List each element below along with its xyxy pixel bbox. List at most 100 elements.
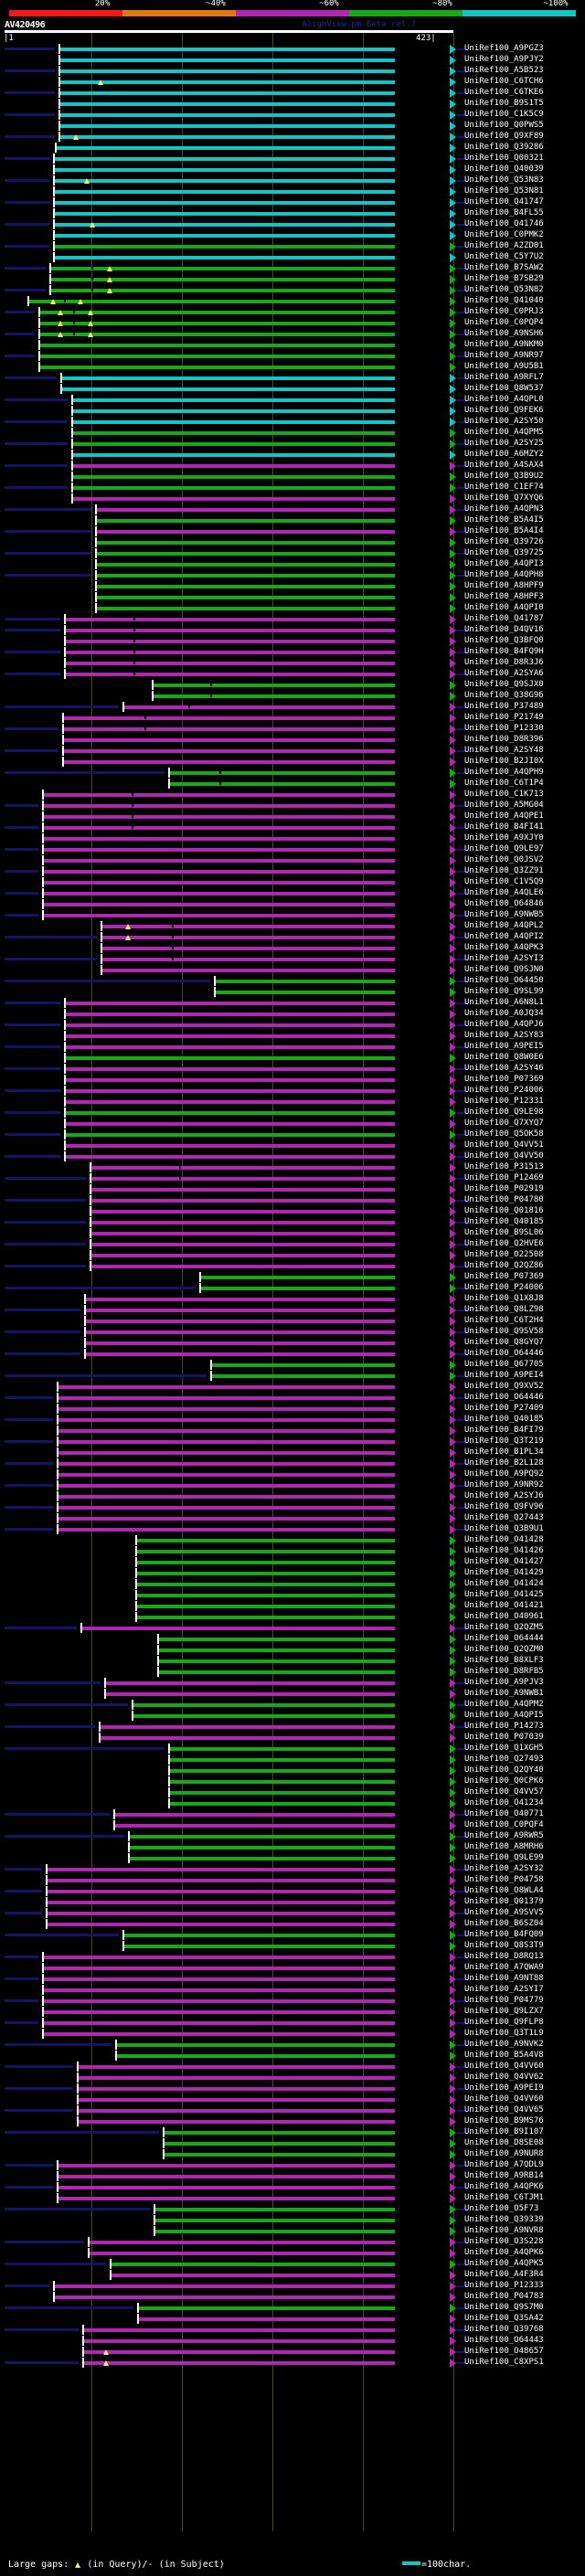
alignment-row[interactable]: UniRef100_A4QPN3 [0,504,585,515]
hit-accession-label[interactable]: UniRef100_A2SYA6 [464,669,544,678]
alignment-row[interactable]: UniRef100_Q9LZX7 [0,2007,585,2018]
alignment-row[interactable]: UniRef100_Q3B9U2 [0,472,585,482]
hsp-bar[interactable] [168,1747,395,1751]
hsp-bar[interactable] [163,2153,395,2157]
hsp-bar[interactable] [122,1934,395,1937]
hsp-bar[interactable] [152,694,395,698]
hit-accession-label[interactable]: UniRef100_Q3T219 [464,1436,544,1446]
alignment-row[interactable]: UniRef100_P04780 [0,1195,585,1206]
hit-accession-label[interactable]: UniRef100_Q9LE99 [464,1853,544,1862]
hit-accession-label[interactable]: UniRef100_Q40185 [464,1415,544,1424]
hsp-bar[interactable] [38,333,395,336]
hit-accession-label[interactable]: UniRef100_Q38G96 [464,691,544,700]
alignment-row[interactable]: UniRef100_C6T1P4 [0,779,585,790]
hit-accession-label[interactable]: UniRef100_C1K5C9 [464,110,544,119]
hit-accession-label[interactable]: UniRef100_D8SE08 [464,2138,544,2147]
hit-accession-label[interactable]: UniRef100_Q9LZX7 [464,2007,544,2016]
hit-accession-label[interactable]: UniRef100_O41425 [464,1590,544,1599]
hit-accession-label[interactable]: UniRef100_A9NVK2 [464,2040,544,2049]
alignment-row[interactable]: UniRef100_B7SAW2 [0,263,585,274]
hsp-bar[interactable] [90,1188,395,1192]
hit-accession-label[interactable]: UniRef100_Q41746 [464,219,544,228]
alignment-row[interactable]: UniRef100_O41428 [0,1535,585,1546]
alignment-row[interactable]: UniRef100_C1V5Q9 [0,877,585,888]
alignment-row[interactable]: UniRef100_A4QPE1 [0,811,585,822]
hsp-bar[interactable] [53,245,395,249]
alignment-row[interactable]: UniRef100_O41234 [0,1798,585,1809]
hsp-bar[interactable] [90,1177,395,1181]
hit-accession-label[interactable]: UniRef100_C5Y7U2 [464,252,544,261]
hit-accession-label[interactable]: UniRef100_P21749 [464,713,544,722]
alignment-row[interactable]: UniRef100_Q53N81 [0,186,585,197]
hit-accession-label[interactable]: UniRef100_Q0CPK6 [464,1776,544,1786]
alignment-row[interactable]: UniRef100_O3S228 [0,2237,585,2248]
hsp-bar[interactable] [42,804,395,808]
alignment-row[interactable]: UniRef100_A4QPM2 [0,1700,585,1711]
alignment-row[interactable]: UniRef100_P21749 [0,713,585,724]
hit-accession-label[interactable]: UniRef100_O40961 [464,1612,544,1621]
hit-accession-label[interactable]: UniRef100_A9RFL7 [464,373,544,382]
hit-accession-label[interactable]: UniRef100_D8R3J6 [464,658,544,667]
hit-accession-label[interactable]: UniRef100_P27409 [464,1404,544,1413]
hsp-bar[interactable] [42,914,395,917]
hsp-bar[interactable] [57,1462,395,1466]
alignment-row[interactable]: UniRef100_O41425 [0,1590,585,1601]
alignment-row[interactable]: UniRef100_A5MG04 [0,800,585,811]
hit-accession-label[interactable]: UniRef100_B4FI41 [464,822,544,832]
alignment-row[interactable]: UniRef100_A4QPL0 [0,395,585,406]
hit-accession-label[interactable]: UniRef100_A6MZY2 [464,450,544,459]
hsp-bar[interactable] [38,344,395,347]
hit-accession-label[interactable]: UniRef100_A8MRH6 [464,1842,544,1851]
alignment-row[interactable]: UniRef100_O41421 [0,1601,585,1612]
alignment-row[interactable]: UniRef100_O22508 [0,1250,585,1261]
alignment-row[interactable]: UniRef100_Q41787 [0,614,585,625]
alignment-row[interactable]: UniRef100_C1K713 [0,790,585,800]
hit-accession-label[interactable]: UniRef100_B7SB29 [464,274,544,283]
alignment-row[interactable]: UniRef100_C0PMK2 [0,230,585,241]
alignment-row[interactable]: UniRef100_A2SY32 [0,1864,585,1875]
hsp-bar[interactable] [110,2274,395,2277]
alignment-row[interactable]: UniRef100_A9NR97 [0,351,585,362]
hit-accession-label[interactable]: UniRef100_A9PGZ3 [464,44,544,53]
hit-accession-label[interactable]: UniRef100_Q39286 [464,143,544,152]
hsp-bar[interactable] [95,552,395,556]
hsp-bar[interactable] [62,716,395,720]
alignment-row[interactable]: UniRef100_O48657 [0,2347,585,2358]
hit-accession-label[interactable]: UniRef100_A4QLE6 [464,888,544,897]
hit-accession-label[interactable]: UniRef100_C6T1P4 [464,779,544,788]
hit-accession-label[interactable]: UniRef100_O64444 [464,1634,544,1643]
alignment-row[interactable]: UniRef100_A9SVV5 [0,1908,585,1919]
hsp-bar[interactable] [168,782,395,786]
hsp-bar[interactable] [57,1385,395,1389]
hit-accession-label[interactable]: UniRef100_Q4VV51 [464,1140,544,1150]
alignment-row[interactable]: UniRef100_A4QPL2 [0,921,585,932]
alignment-row[interactable]: UniRef100_A9PGZ3 [0,44,585,55]
hit-accession-label[interactable]: UniRef100_Q53N81 [464,186,544,196]
hsp-bar[interactable] [95,519,395,523]
alignment-row[interactable]: UniRef100_A4QPI0 [0,603,585,614]
hit-accession-label[interactable]: UniRef100_C1K713 [464,790,544,799]
hsp-bar[interactable] [101,925,395,928]
alignment-row[interactable]: UniRef100_Q4VV57 [0,1787,585,1798]
hsp-bar[interactable] [101,936,395,939]
alignment-row[interactable]: UniRef100_P24006 [0,1283,585,1294]
hsp-bar[interactable] [88,2241,395,2244]
hsp-bar[interactable] [113,1824,395,1828]
hsp-bar[interactable] [82,2328,395,2332]
hit-accession-label[interactable]: UniRef100_Q01816 [464,1206,544,1215]
hit-accession-label[interactable]: UniRef100_A4QPL2 [464,921,544,930]
alignment-row[interactable]: UniRef100_A9NWB1 [0,1689,585,1700]
hsp-bar[interactable] [62,738,395,742]
hsp-bar[interactable] [77,2098,395,2102]
hit-accession-label[interactable]: UniRef100_A9NVR8 [464,2226,544,2235]
hsp-bar[interactable] [90,1166,395,1170]
hsp-bar[interactable] [64,1144,395,1148]
hit-accession-label[interactable]: UniRef100_A8HPF9 [464,581,544,590]
hit-accession-label[interactable]: UniRef100_Q9LE97 [464,844,544,853]
hit-accession-label[interactable]: UniRef100_A9PEI9 [464,2083,544,2093]
hsp-bar[interactable] [157,1638,395,1641]
hsp-bar[interactable] [135,1539,395,1542]
hsp-bar[interactable] [101,947,395,950]
hit-accession-label[interactable]: UniRef100_D8RQ13 [464,1952,544,1961]
hsp-bar[interactable] [53,2295,395,2299]
